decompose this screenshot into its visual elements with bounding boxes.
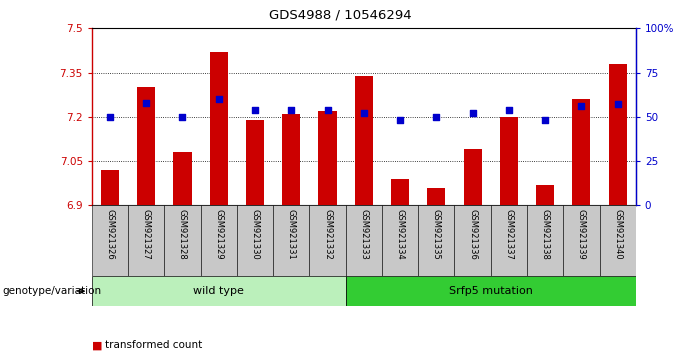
Bar [355,75,373,205]
Point [503,107,514,113]
Bar [527,205,563,276]
Bar [309,205,345,276]
Text: ■: ■ [92,340,102,350]
Bar [464,149,481,205]
Bar [237,205,273,276]
Bar [92,205,128,276]
Bar [345,276,636,306]
Bar [201,205,237,276]
Text: GSM921327: GSM921327 [141,209,151,259]
Bar [427,188,445,205]
Text: GSM921331: GSM921331 [287,209,296,259]
Text: GSM921338: GSM921338 [541,209,549,260]
Bar [491,205,527,276]
Point [105,114,116,120]
Text: GSM921326: GSM921326 [105,209,114,259]
Point [286,107,296,113]
Text: GSM921330: GSM921330 [250,209,260,259]
Text: wild type: wild type [193,286,244,296]
Bar [92,276,345,306]
Point [250,107,260,113]
Bar [600,205,636,276]
Text: GSM921329: GSM921329 [214,209,223,259]
Bar [246,120,264,205]
Text: GSM921337: GSM921337 [505,209,513,260]
Bar [418,205,454,276]
Point [322,107,333,113]
Bar [563,205,600,276]
Text: GDS4988 / 10546294: GDS4988 / 10546294 [269,9,411,22]
Point [467,110,478,116]
Bar [273,205,309,276]
Point [576,103,587,109]
Bar [137,87,155,205]
Bar [173,152,192,205]
Point [214,96,224,102]
Bar [536,185,554,205]
Point [177,114,188,120]
Bar [573,99,590,205]
Point [431,114,442,120]
Bar [128,205,165,276]
Bar [345,205,382,276]
Text: GSM921332: GSM921332 [323,209,332,259]
Bar [209,52,228,205]
Bar [500,117,518,205]
Text: GSM921328: GSM921328 [178,209,187,259]
Text: GSM921336: GSM921336 [468,209,477,260]
Bar [282,114,301,205]
Point [540,118,551,123]
Text: GSM921340: GSM921340 [613,209,622,259]
Bar [382,205,418,276]
Bar [454,205,491,276]
Text: Srfp5 mutation: Srfp5 mutation [449,286,532,296]
Text: GSM921339: GSM921339 [577,209,586,259]
Bar [391,179,409,205]
Text: GSM921335: GSM921335 [432,209,441,259]
Text: transformed count: transformed count [105,340,203,350]
Text: genotype/variation: genotype/variation [2,286,101,296]
Bar [101,170,119,205]
Point [394,118,405,123]
Point [141,100,152,105]
Bar [609,64,627,205]
Bar [165,205,201,276]
Text: GSM921333: GSM921333 [359,209,369,260]
Bar [318,111,337,205]
Text: GSM921334: GSM921334 [396,209,405,259]
Point [612,102,623,107]
Point [358,110,369,116]
